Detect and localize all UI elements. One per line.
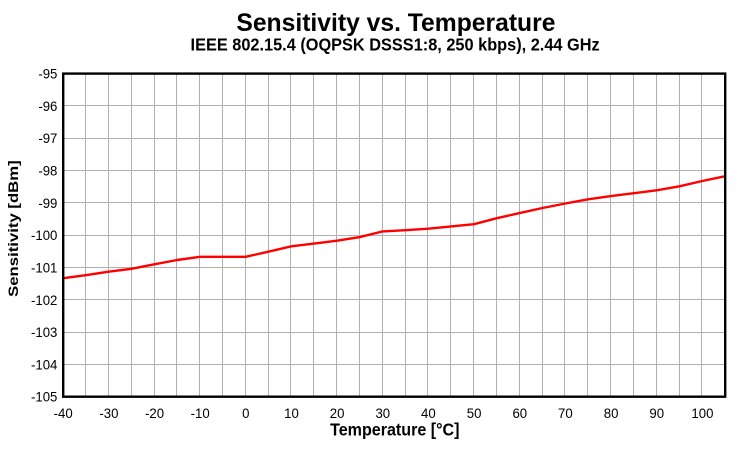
svg-text:90: 90 bbox=[649, 405, 664, 421]
svg-text:20: 20 bbox=[330, 405, 345, 421]
svg-text:-98: -98 bbox=[38, 163, 57, 179]
svg-text:50: 50 bbox=[467, 405, 482, 421]
svg-text:10: 10 bbox=[284, 405, 299, 421]
svg-text:80: 80 bbox=[604, 405, 619, 421]
svg-text:70: 70 bbox=[558, 405, 573, 421]
svg-text:60: 60 bbox=[512, 405, 527, 421]
svg-text:Sensitivity [dBm]: Sensitivity [dBm] bbox=[6, 160, 21, 297]
svg-text:-101: -101 bbox=[31, 260, 57, 276]
svg-text:IEEE 802.15.4 (OQPSK DSSS1:8,: IEEE 802.15.4 (OQPSK DSSS1:8, 250 kbps),… bbox=[191, 35, 600, 55]
svg-text:-30: -30 bbox=[99, 405, 118, 421]
svg-text:-95: -95 bbox=[38, 66, 57, 82]
svg-text:0: 0 bbox=[242, 405, 250, 421]
svg-text:100: 100 bbox=[691, 405, 713, 421]
svg-text:-97: -97 bbox=[38, 131, 57, 147]
svg-text:-96: -96 bbox=[38, 98, 57, 114]
svg-text:Temperature [°C]: Temperature [°C] bbox=[330, 420, 459, 440]
svg-text:-105: -105 bbox=[31, 389, 58, 405]
svg-text:-103: -103 bbox=[31, 325, 58, 341]
svg-text:-20: -20 bbox=[145, 405, 164, 421]
svg-text:-10: -10 bbox=[191, 405, 210, 421]
svg-text:-104: -104 bbox=[31, 357, 58, 373]
svg-text:40: 40 bbox=[421, 405, 436, 421]
svg-text:30: 30 bbox=[375, 405, 390, 421]
svg-text:-40: -40 bbox=[54, 405, 73, 421]
svg-text:-100: -100 bbox=[31, 228, 58, 244]
svg-text:-102: -102 bbox=[31, 292, 57, 308]
svg-text:Sensitivity vs. Temperature: Sensitivity vs. Temperature bbox=[236, 8, 555, 36]
svg-text:-99: -99 bbox=[38, 195, 57, 211]
